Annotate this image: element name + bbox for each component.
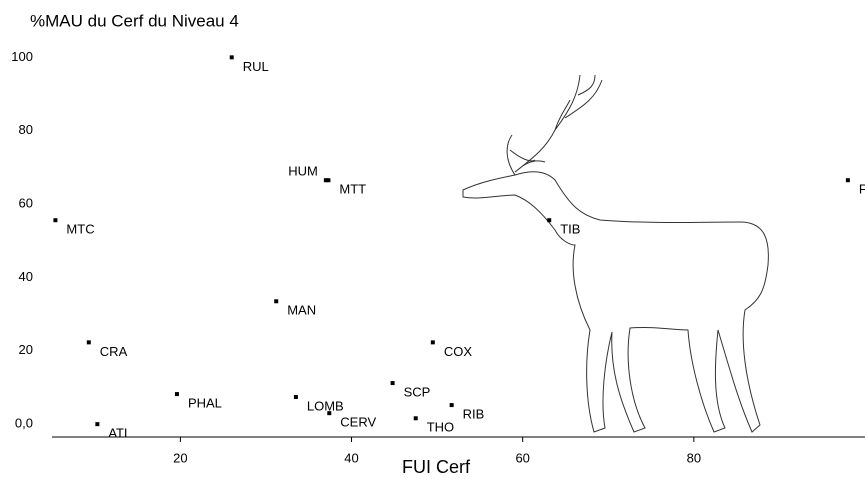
x-tick-label: 40: [344, 450, 358, 465]
point: [845, 178, 850, 183]
y-tick-label: 100: [11, 49, 33, 64]
point: [323, 178, 328, 183]
x-axis-label: FUI Cerf: [402, 457, 471, 477]
point: [326, 178, 331, 183]
point-label: THO: [427, 420, 454, 435]
point: [413, 416, 418, 421]
point-label: LOMB: [307, 398, 344, 413]
point: [53, 218, 58, 223]
deer-silhouette: [462, 74, 769, 433]
point-label: SCP: [404, 385, 431, 400]
point-label: CERV: [340, 415, 376, 430]
y-tick-label: 0,0: [15, 416, 33, 431]
point-label: RIB: [463, 407, 485, 422]
point: [86, 340, 91, 345]
point-label: CRA: [100, 344, 128, 359]
point: [174, 392, 179, 397]
x-tick-label: 80: [687, 450, 701, 465]
point-label: FE: [859, 182, 865, 197]
point: [430, 340, 435, 345]
point-label: MAN: [287, 303, 316, 318]
y-tick-label: 20: [19, 342, 33, 357]
point: [390, 381, 395, 386]
point: [293, 395, 298, 400]
point-label: RUL: [243, 59, 269, 74]
point-label: TIB: [560, 222, 580, 237]
point: [449, 403, 454, 408]
x-tick-label: 20: [173, 450, 187, 465]
y-tick-label: 40: [19, 269, 33, 284]
point: [95, 422, 100, 427]
point: [327, 411, 332, 416]
point-label: PHAL: [188, 396, 222, 411]
point-label: COX: [444, 344, 473, 359]
point-label: MTT: [339, 182, 366, 197]
point-label: MTC: [66, 222, 94, 237]
point-label: ATL: [108, 426, 131, 441]
point-label: HUM: [288, 164, 318, 179]
y-tick-label: 80: [19, 122, 33, 137]
x-tick-label: 60: [515, 450, 529, 465]
point: [274, 299, 279, 304]
y-tick-label: 60: [19, 196, 33, 211]
point: [229, 55, 234, 60]
point: [547, 218, 552, 223]
chart-title: %MAU du Cerf du Niveau 4: [30, 11, 239, 30]
